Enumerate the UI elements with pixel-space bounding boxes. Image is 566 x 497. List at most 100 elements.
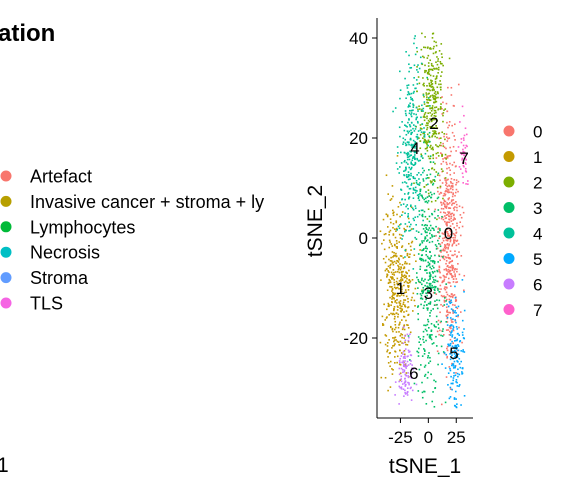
scatter-point [395, 230, 397, 232]
scatter-point [427, 93, 430, 95]
scatter-point [428, 220, 431, 223]
left-legend-label: TLS [30, 294, 63, 314]
scatter-point [437, 132, 440, 135]
scatter-point [410, 115, 413, 118]
scatter-point [429, 278, 431, 280]
scatter-point [412, 106, 415, 109]
scatter-point [428, 215, 431, 218]
scatter-point [404, 77, 406, 80]
scatter-point [408, 285, 410, 287]
scatter-point [391, 276, 394, 278]
scatter-point [445, 136, 448, 138]
scatter-point [450, 324, 453, 326]
scatter-point [386, 341, 389, 344]
scatter-point [445, 262, 447, 265]
scatter-point [450, 150, 452, 153]
scatter-point [427, 105, 430, 107]
scatter-point [407, 285, 409, 287]
scatter-point [424, 230, 426, 232]
scatter-point [424, 140, 427, 142]
scatter-point [453, 161, 456, 164]
scatter-point [404, 393, 407, 395]
scatter-point [434, 275, 437, 278]
scatter-point [442, 255, 445, 257]
scatter-point [456, 255, 458, 257]
scatter-point [430, 79, 432, 82]
scatter-point [461, 334, 464, 336]
scatter-point [407, 242, 410, 245]
scatter-point [445, 221, 448, 224]
scatter-point [392, 233, 395, 235]
scatter-point [448, 344, 450, 347]
scatter-point [417, 130, 420, 132]
scatter-point [429, 356, 431, 359]
scatter-point [446, 316, 449, 319]
scatter-point [441, 96, 443, 98]
scatter-point [463, 134, 466, 137]
scatter-point [392, 312, 394, 315]
scatter-point [403, 152, 406, 154]
scatter-point [447, 189, 450, 191]
scatter-point [423, 375, 426, 377]
scatter-point [404, 385, 407, 387]
scatter-point [433, 168, 436, 171]
scatter-point [457, 190, 459, 193]
scatter-point [389, 285, 391, 288]
scatter-point [391, 278, 393, 280]
scatter-point [446, 269, 448, 271]
scatter-point [409, 280, 412, 283]
scatter-point [427, 189, 430, 191]
scatter-point [410, 375, 412, 378]
scatter-point [401, 383, 404, 385]
scatter-point [422, 107, 425, 110]
scatter-point [436, 350, 439, 353]
scatter-point [446, 121, 448, 124]
scatter-point [413, 156, 416, 159]
scatter-point [411, 159, 414, 162]
scatter-point [448, 243, 451, 246]
scatter-point [454, 405, 457, 407]
scatter-point [440, 345, 443, 348]
scatter-point [396, 247, 398, 249]
scatter-point [450, 200, 453, 203]
scatter-point [452, 214, 455, 217]
scatter-point [398, 227, 401, 230]
scatter-point [453, 294, 456, 296]
scatter-point [394, 271, 397, 273]
scatter-point [436, 287, 439, 290]
scatter-point [393, 243, 396, 246]
scatter-point [432, 279, 435, 281]
scatter-point [427, 318, 429, 321]
scatter-point [398, 380, 400, 383]
scatter-point [400, 204, 402, 206]
scatter-point [396, 270, 399, 273]
scatter-point [394, 301, 396, 303]
scatter-point [457, 345, 460, 347]
scatter-point [460, 216, 463, 219]
scatter-point [451, 202, 454, 205]
scatter-point [441, 215, 443, 218]
scatter-point [449, 257, 451, 260]
scatter-point [403, 274, 406, 277]
scatter-point [447, 305, 450, 308]
scatter-point [413, 42, 415, 45]
scatter-point [451, 362, 453, 365]
scatter-point [449, 180, 452, 183]
scatter-point [445, 260, 448, 262]
scatter-point [399, 334, 402, 337]
scatter-point [417, 231, 420, 233]
scatter-point [443, 295, 445, 297]
scatter-point [406, 324, 408, 326]
scatter-point [436, 56, 438, 58]
scatter-point [401, 211, 404, 213]
scatter-point [429, 146, 431, 148]
scatter-point [394, 236, 397, 239]
scatter-point [463, 395, 466, 397]
scatter-point [455, 244, 458, 247]
left-legend-swatch [0, 272, 12, 284]
scatter-point [402, 350, 405, 353]
scatter-point [432, 154, 434, 157]
scatter-point [387, 265, 390, 268]
scatter-point [461, 159, 463, 161]
scatter-point [452, 207, 455, 209]
